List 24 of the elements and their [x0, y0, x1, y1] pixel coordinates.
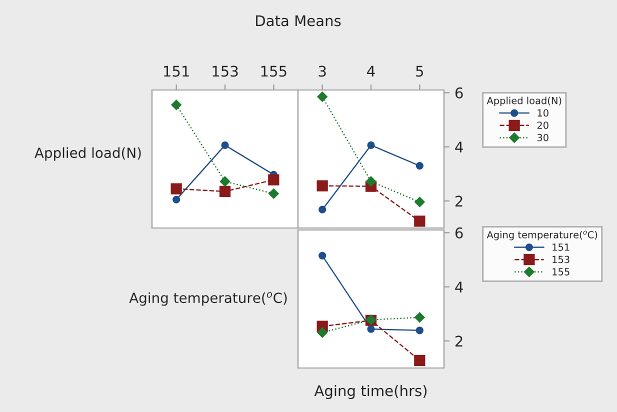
x-tick-label: 153 [212, 66, 238, 77]
x-tick-label: 4 [367, 66, 375, 77]
y-tick-label: 4 [455, 142, 463, 152]
x-axis-title: Aging time(hrs) [314, 384, 427, 400]
x-tick-label: 3 [318, 66, 326, 77]
y-tick-label: 2 [455, 336, 462, 346]
x-tick-label: 155 [261, 66, 286, 77]
legend-label: 30 [537, 134, 548, 142]
y-tick-label: 4 [455, 282, 463, 292]
legend-label: 20 [537, 122, 548, 129]
y-axis-title: Aging temperature($^{o}$C) [129, 292, 287, 306]
legend-label: 153 [552, 256, 570, 264]
legend-label: 10 [538, 109, 548, 117]
y-tick-label: 6 [455, 87, 463, 98]
y-tick-label: 2 [455, 196, 462, 206]
y-tick-label: 6 [455, 227, 463, 238]
legend-title: Aging temperature($^{o}$C) [486, 230, 598, 240]
x-tick-label: 151 [164, 66, 189, 77]
x-tick-label: 5 [416, 66, 424, 77]
legend-label: 155 [552, 268, 570, 276]
legend-label: 151 [552, 244, 570, 251]
legend-title: Applied load(N) [486, 96, 562, 106]
y-axis-title: Applied load(N) [34, 147, 141, 161]
chart-title: Data Means [256, 15, 341, 26]
